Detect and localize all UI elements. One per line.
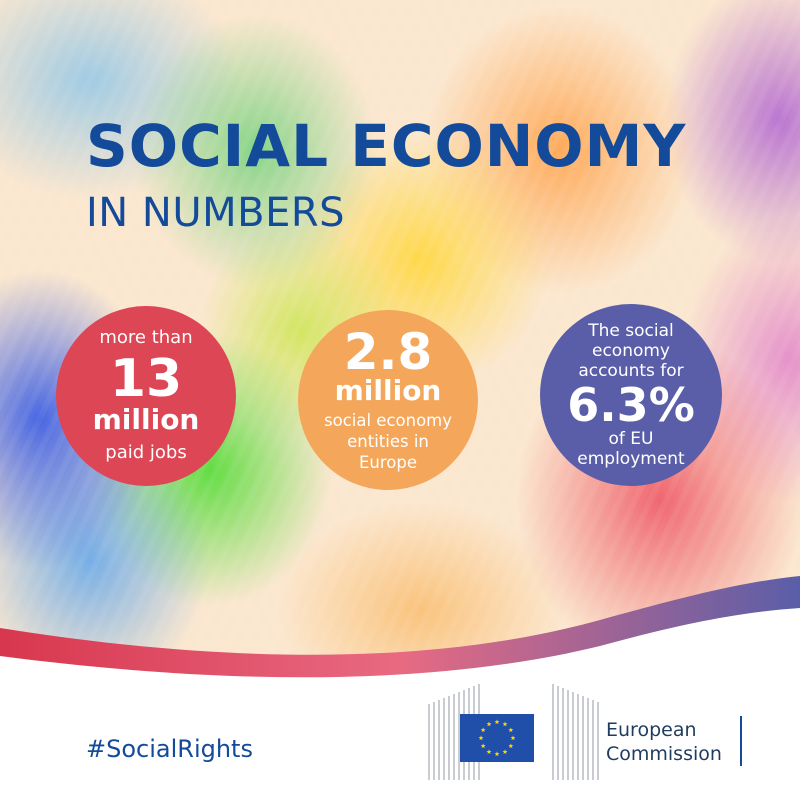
eu-star bbox=[478, 735, 484, 741]
stat-suffix-line: entities in bbox=[347, 431, 429, 451]
stat-prefix: more than bbox=[99, 327, 193, 348]
page-title: SOCIAL ECONOMY bbox=[86, 112, 687, 180]
eu-star bbox=[486, 749, 492, 754]
footer-wave bbox=[0, 576, 800, 800]
stat-number: 13 bbox=[109, 349, 183, 409]
eu-star bbox=[480, 743, 486, 749]
stat-suffix-line: Europe bbox=[358, 452, 418, 472]
eu-star bbox=[480, 727, 486, 733]
eu-star bbox=[510, 735, 516, 741]
eu-star bbox=[502, 749, 508, 754]
page-subtitle: IN NUMBERS bbox=[86, 190, 346, 236]
stat-suffix-line: of EU bbox=[608, 429, 654, 449]
stat-unit: million bbox=[92, 403, 200, 436]
stat-suffix-line: employment bbox=[577, 449, 685, 469]
stat-number: 2.8 bbox=[343, 322, 433, 381]
european-commission-logo: European Commission bbox=[428, 684, 748, 780]
hashtag-social-rights: #SocialRights bbox=[86, 735, 253, 763]
stat-prefix-line: The social bbox=[588, 321, 674, 341]
stat-suffix: paid jobs bbox=[105, 442, 187, 463]
berlaymont-building-icon bbox=[428, 684, 599, 780]
eu-star bbox=[494, 719, 500, 725]
logo-line-commission: Commission bbox=[606, 743, 722, 765]
stat-prefix-line: accounts for bbox=[578, 361, 684, 381]
eu-star bbox=[508, 727, 514, 733]
eu-star bbox=[486, 721, 492, 727]
logo-line-european: European bbox=[606, 719, 697, 741]
eu-star bbox=[494, 751, 500, 757]
stat-prefix-line: economy bbox=[591, 341, 670, 361]
stat-number: 6.3% bbox=[567, 378, 695, 432]
stat-paid-jobs: more than 13 million paid jobs bbox=[56, 306, 236, 486]
logo-text: European Commission bbox=[606, 718, 722, 766]
stat-employment-share: The social economy accounts for 6.3% of … bbox=[540, 304, 722, 486]
logo-divider bbox=[740, 716, 742, 766]
eu-star bbox=[508, 743, 514, 749]
stat-suffix-line: social economy bbox=[324, 410, 452, 430]
stat-entities: 2.8 million social economy entities in E… bbox=[298, 310, 478, 490]
stat-unit: million bbox=[334, 373, 442, 407]
eu-star bbox=[502, 721, 508, 727]
eu-flag-icon bbox=[460, 714, 534, 762]
